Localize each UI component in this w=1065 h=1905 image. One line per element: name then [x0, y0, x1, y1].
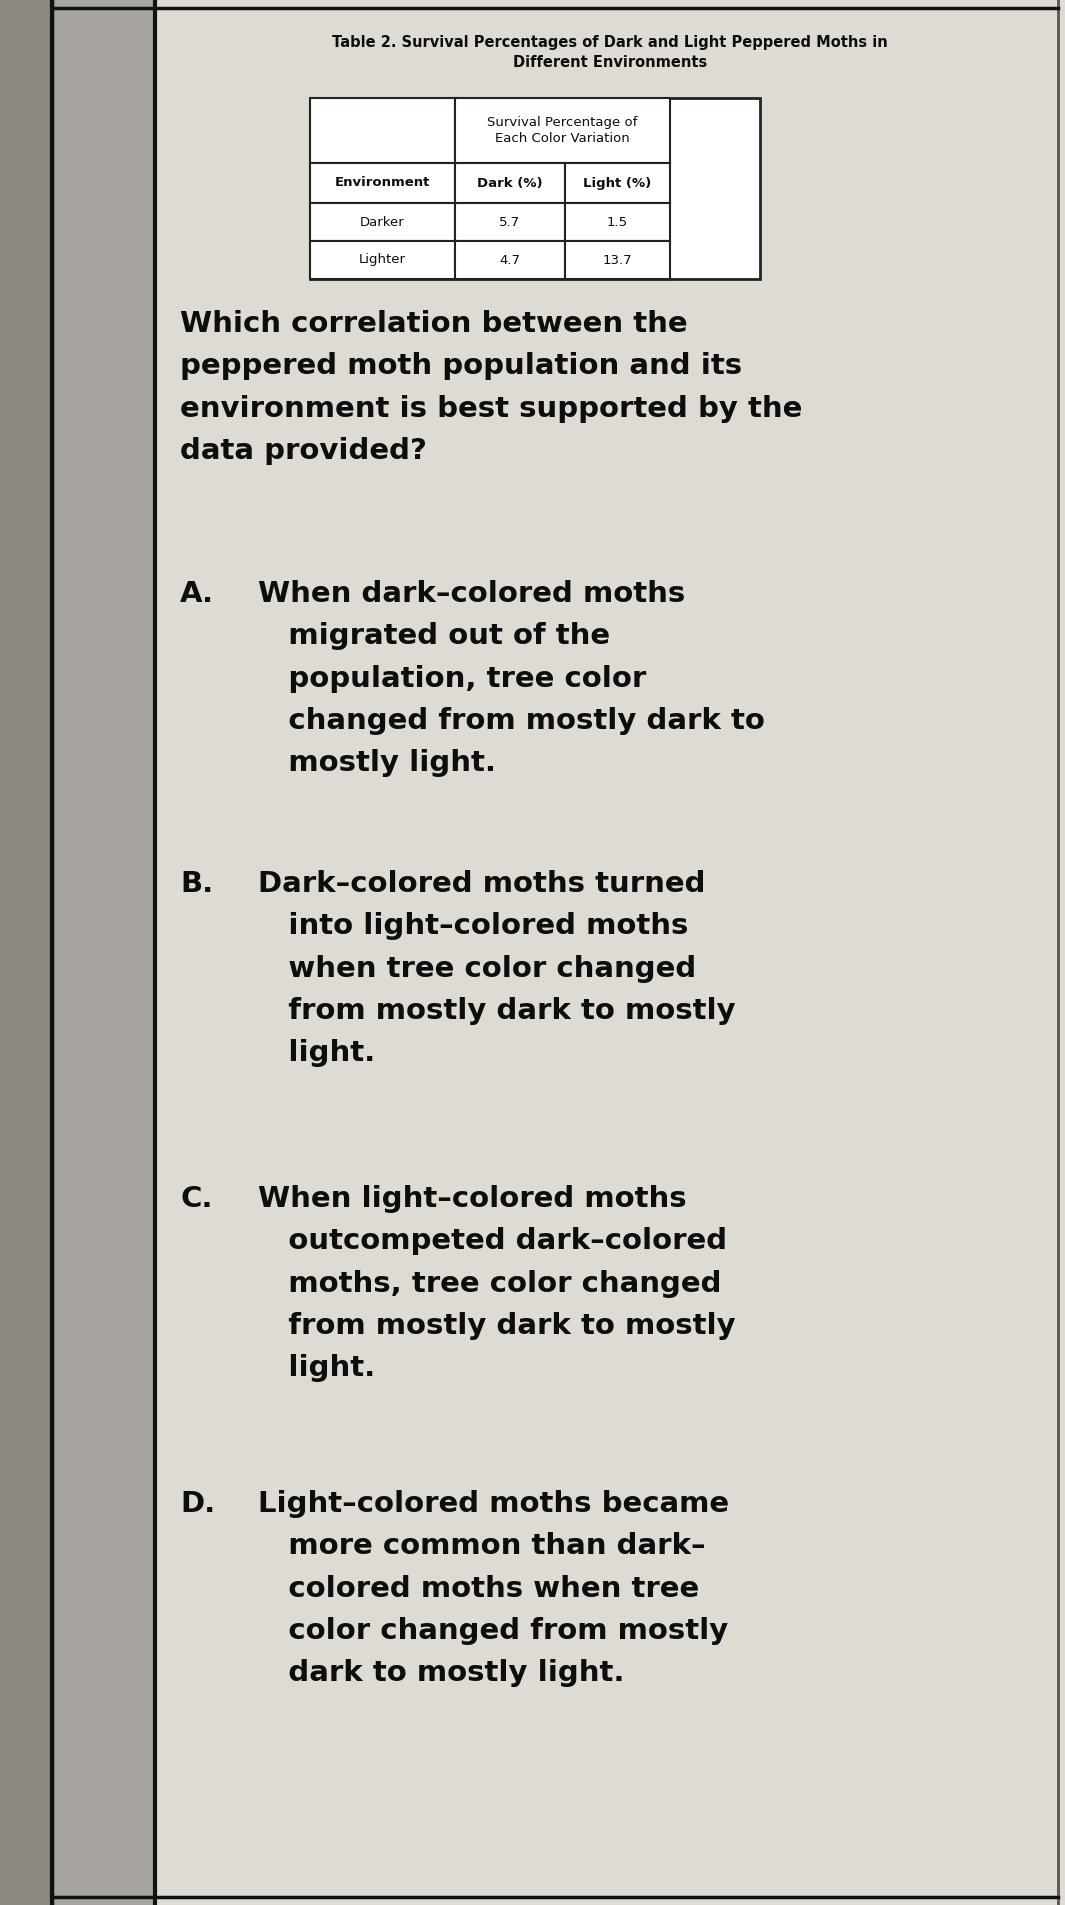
Text: Light–colored moths became
   more common than dark–
   colored moths when tree
: Light–colored moths became more common t… [258, 1490, 730, 1688]
Bar [566, 204, 670, 242]
Bar [0, 0, 55, 1905]
Text: B.: B. [180, 871, 213, 897]
Text: When dark–colored moths
   migrated out of the
   population, tree color
   chan: When dark–colored moths migrated out of … [258, 579, 765, 777]
Bar [55, 0, 155, 1905]
Bar [566, 242, 670, 278]
Bar [455, 242, 566, 278]
Bar [155, 0, 1065, 1905]
Bar [455, 164, 566, 204]
Text: Survival Percentage of
Each Color Variation: Survival Percentage of Each Color Variat… [488, 116, 638, 145]
Bar [310, 242, 455, 278]
Text: C.: C. [180, 1185, 213, 1213]
Bar [310, 204, 455, 242]
Bar [566, 164, 670, 204]
Text: Lighter: Lighter [359, 253, 406, 267]
Text: A.: A. [180, 579, 214, 608]
Bar [310, 97, 760, 278]
Bar [310, 164, 455, 204]
Text: D.: D. [180, 1490, 215, 1518]
Text: Darker: Darker [360, 215, 405, 229]
Text: Which correlation between the
peppered moth population and its
environment is be: Which correlation between the peppered m… [180, 311, 802, 465]
Text: When light–colored moths
   outcompeted dark–colored
   moths, tree color change: When light–colored moths outcompeted dar… [258, 1185, 736, 1383]
Text: Environment: Environment [334, 177, 430, 189]
Bar [455, 97, 670, 164]
Text: 13.7: 13.7 [603, 253, 633, 267]
Text: 5.7: 5.7 [499, 215, 521, 229]
Text: Dark (%): Dark (%) [477, 177, 543, 189]
Bar [455, 204, 566, 242]
Text: 4.7: 4.7 [499, 253, 521, 267]
Text: Table 2. Survival Percentages of Dark and Light Peppered Moths in
Different Envi: Table 2. Survival Percentages of Dark an… [332, 34, 888, 70]
Bar [310, 97, 455, 164]
Text: 1.5: 1.5 [607, 215, 628, 229]
Text: Light (%): Light (%) [584, 177, 652, 189]
Text: Dark–colored moths turned
   into light–colored moths
   when tree color changed: Dark–colored moths turned into light–col… [258, 871, 736, 1067]
